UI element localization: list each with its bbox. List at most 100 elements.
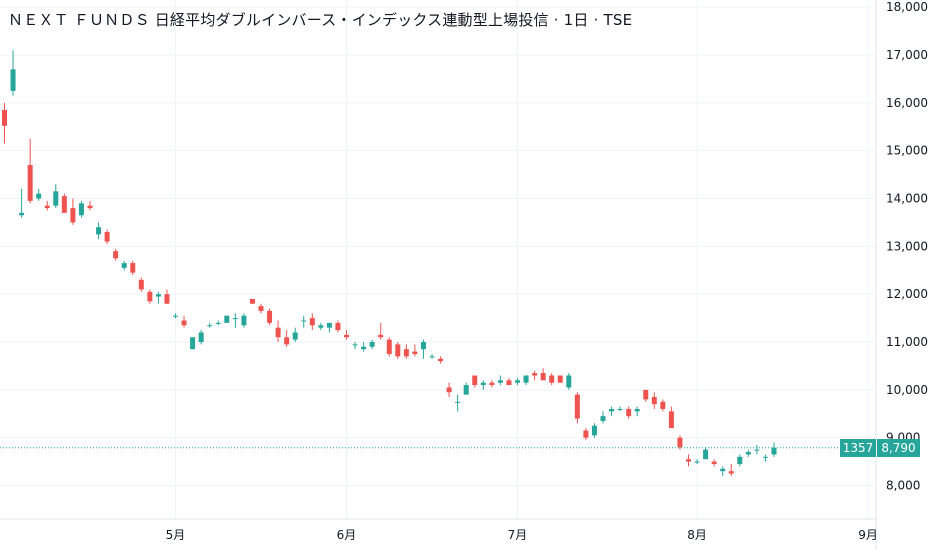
candle-body [352, 344, 358, 346]
candle-body [292, 332, 298, 340]
candle [737, 454, 743, 467]
candle-body [412, 351, 418, 354]
candle-body [557, 375, 563, 383]
candle [446, 382, 452, 398]
candle-body [275, 327, 281, 338]
candle [326, 322, 332, 333]
candle-body [318, 325, 324, 328]
candle [566, 373, 572, 390]
price-tick-label: 11,000 [886, 335, 928, 349]
candle [198, 330, 204, 345]
candle [78, 200, 84, 218]
candle-body [130, 263, 136, 273]
candle-body [549, 375, 555, 383]
candle [609, 406, 615, 417]
candle-body [87, 205, 93, 209]
candle-body [164, 294, 170, 304]
candle-body [540, 373, 546, 381]
candle-body [420, 342, 426, 350]
candle [207, 322, 213, 328]
candle [19, 188, 25, 218]
candle [36, 188, 42, 201]
candle [403, 344, 409, 359]
candle-body [463, 385, 469, 395]
price-axis[interactable]: 8,0009,00010,00011,00012,00013,00014,000… [886, 0, 928, 492]
candle-body [694, 461, 700, 463]
candle-body [378, 334, 384, 338]
candle [574, 392, 580, 424]
price-tick-label: 16,000 [886, 96, 928, 110]
candle [523, 375, 529, 386]
candle-body [591, 425, 597, 436]
candle [386, 337, 392, 357]
candle-body [745, 452, 751, 455]
candle-body [472, 375, 478, 386]
candle [711, 459, 717, 467]
candle-body [53, 191, 59, 206]
candle-body [36, 193, 42, 199]
candle-body [651, 397, 657, 405]
candle [130, 260, 136, 276]
candle [275, 320, 281, 343]
candle [53, 184, 59, 209]
candle-body [190, 337, 196, 350]
candle [634, 406, 640, 417]
candle [489, 380, 495, 388]
candle-body [173, 315, 178, 317]
candle [480, 380, 486, 390]
candle-body [762, 456, 768, 458]
candle-body [232, 318, 238, 320]
candle [677, 435, 683, 450]
candle [2, 102, 7, 144]
candle-body [258, 306, 264, 311]
candle-body [771, 447, 777, 455]
candle [754, 444, 760, 455]
candle-body [344, 334, 349, 338]
chart-title: ＮＥＸＴ ＦＵＮＤＳ 日経平均ダブルインバース・インデックス連動型上場投信 · … [8, 11, 633, 29]
candle [420, 339, 426, 359]
candle [249, 298, 255, 304]
candle [164, 289, 170, 304]
candle [532, 370, 538, 381]
candle [643, 389, 649, 402]
candle-body [207, 325, 213, 327]
candle-body [455, 401, 461, 403]
candle [455, 394, 461, 412]
candle-body [532, 373, 538, 376]
candle [309, 313, 315, 331]
candle-body [574, 394, 580, 419]
candle-body [497, 380, 503, 383]
candle-body [78, 203, 84, 216]
candle [651, 392, 657, 409]
candle-body [395, 344, 401, 357]
candle-body [267, 310, 273, 323]
price-tick-label: 13,000 [886, 239, 928, 253]
time-tick-label: 7月 [508, 528, 528, 542]
candle [215, 320, 221, 326]
time-tick-label: 5月 [166, 528, 186, 542]
candle-body [198, 332, 204, 343]
price-tick-label: 15,000 [886, 144, 928, 158]
last-price-badge: 8,790 [877, 438, 920, 457]
candle [412, 344, 418, 357]
candle [138, 277, 144, 292]
candle-body [121, 263, 127, 268]
candle-body [515, 380, 520, 383]
time-axis[interactable]: 5月 6月 7月 8月 9月 [166, 528, 878, 542]
candle [121, 260, 127, 271]
candle-body [70, 208, 76, 223]
candle [686, 454, 691, 467]
candle-body [489, 382, 495, 386]
candle-body [249, 298, 255, 304]
candle-body [703, 449, 709, 460]
candle-body [10, 69, 16, 91]
candle [292, 327, 298, 343]
candle [284, 330, 290, 347]
candle-body [2, 110, 7, 126]
candle-body [104, 231, 110, 242]
candle [583, 428, 589, 441]
candle-body [113, 251, 119, 259]
candle [173, 313, 178, 319]
candle [301, 315, 307, 328]
